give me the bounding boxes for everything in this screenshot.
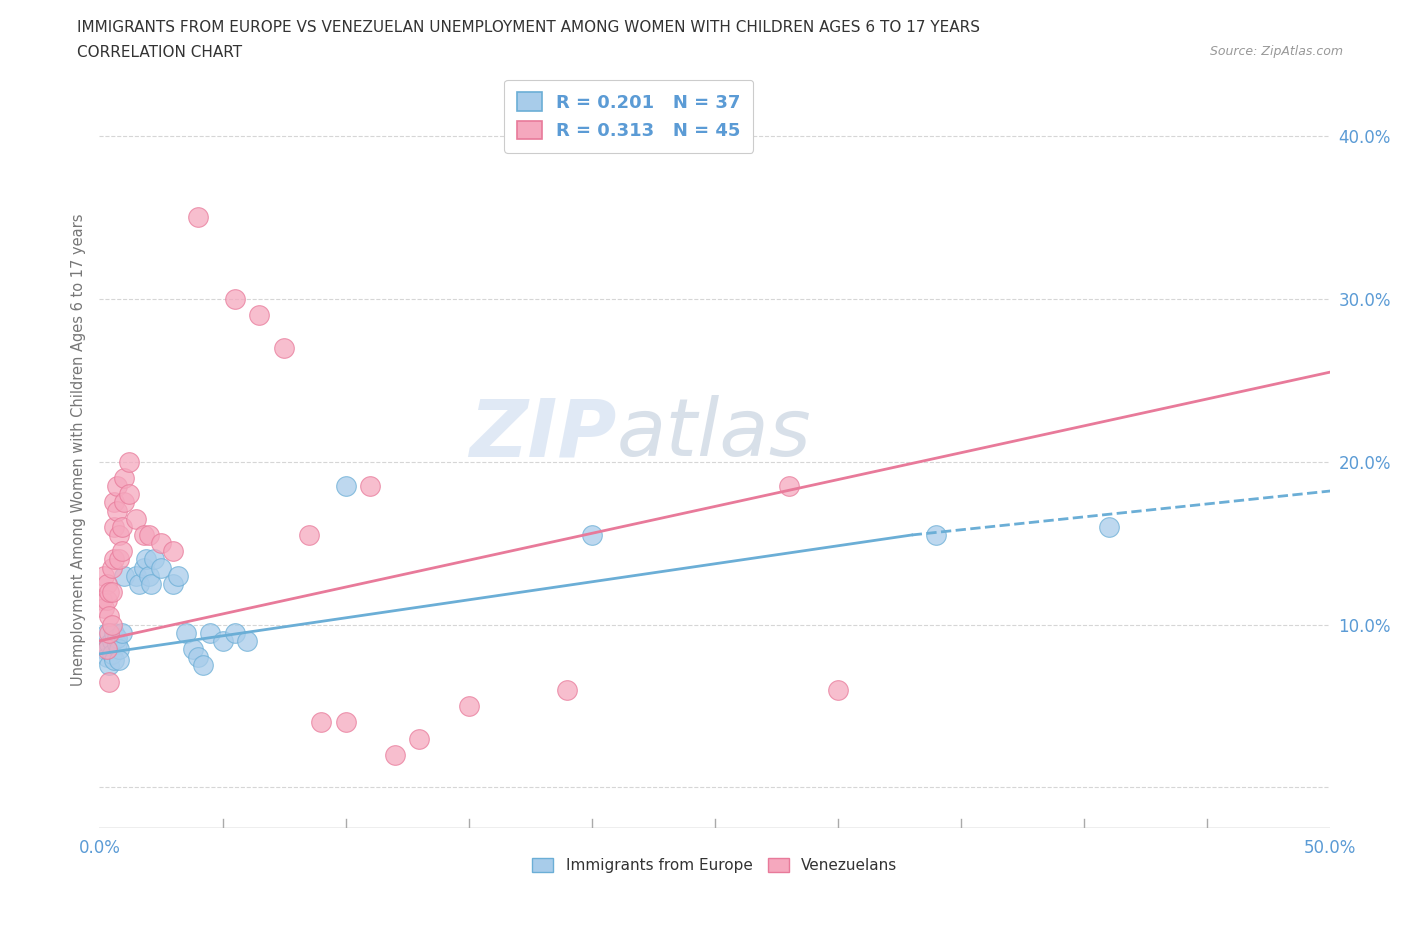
Point (925, 527, 948, 542)
Point (142, 552, 165, 567)
Point (162, 544, 184, 559)
Point (100, 560, 122, 575)
Point (224, 625, 246, 640)
Point (138, 568, 160, 583)
Point (110, 519, 132, 534)
Point (105, 479, 128, 494)
Point (181, 642, 204, 657)
Point (103, 653, 125, 668)
Point (108, 653, 131, 668)
Point (98, 637, 121, 652)
Point (211, 633, 233, 648)
Point (103, 495, 125, 510)
Point (96, 577, 118, 591)
Point (135, 552, 157, 567)
Point (162, 577, 184, 591)
Point (108, 527, 131, 542)
Point (132, 560, 155, 575)
Point (96, 625, 118, 640)
Point (110, 625, 132, 640)
Point (100, 646, 122, 661)
Y-axis label: Unemployment Among Women with Children Ages 6 to 17 years: Unemployment Among Women with Children A… (72, 213, 86, 685)
Point (112, 495, 135, 510)
Point (96, 650, 118, 665)
Point (149, 536, 172, 551)
Legend: Immigrants from Europe, Venezuelans: Immigrants from Europe, Venezuelans (524, 851, 905, 881)
Point (335, 479, 357, 494)
Point (335, 715, 357, 730)
Point (249, 308, 271, 323)
Point (118, 454, 141, 469)
Point (457, 698, 479, 713)
Point (98, 609, 121, 624)
Text: ZIP: ZIP (470, 395, 616, 473)
Point (1098, 519, 1121, 534)
Point (273, 340, 295, 355)
Point (100, 585, 122, 600)
Point (98, 674, 121, 689)
Point (98, 585, 121, 600)
Point (103, 519, 125, 534)
Point (125, 568, 148, 583)
Point (359, 479, 381, 494)
Point (125, 512, 148, 526)
Point (112, 568, 135, 583)
Point (103, 625, 125, 640)
Point (105, 631, 128, 645)
Point (167, 568, 190, 583)
Point (96, 642, 118, 657)
Text: atlas: atlas (616, 395, 811, 473)
Point (105, 637, 128, 652)
Point (298, 527, 321, 542)
Text: CORRELATION CHART: CORRELATION CHART (77, 45, 242, 60)
Point (118, 486, 141, 501)
Point (139, 577, 162, 591)
Point (100, 633, 122, 648)
Text: Source: ZipAtlas.com: Source: ZipAtlas.com (1209, 45, 1343, 58)
Point (200, 625, 222, 640)
Point (90, 592, 112, 607)
Point (112, 471, 135, 485)
Point (98, 625, 121, 640)
Point (108, 642, 131, 657)
Point (110, 544, 132, 559)
Point (236, 633, 259, 648)
Point (149, 560, 172, 575)
Point (93, 601, 115, 616)
Point (100, 618, 122, 632)
Point (581, 527, 603, 542)
Point (187, 650, 209, 665)
Point (96, 592, 118, 607)
Point (224, 291, 246, 306)
Text: IMMIGRANTS FROM EUROPE VS VENEZUELAN UNEMPLOYMENT AMONG WOMEN WITH CHILDREN AGES: IMMIGRANTS FROM EUROPE VS VENEZUELAN UNE… (77, 20, 980, 35)
Point (174, 625, 197, 640)
Point (98, 658, 121, 672)
Point (132, 527, 155, 542)
Point (93, 568, 115, 583)
Point (384, 748, 406, 763)
Point (108, 552, 131, 567)
Point (191, 658, 214, 672)
Point (105, 503, 128, 518)
Point (187, 210, 209, 225)
Point (555, 683, 578, 698)
Point (827, 683, 849, 698)
Point (128, 577, 150, 591)
Point (93, 642, 115, 657)
Point (778, 479, 800, 494)
Point (138, 527, 160, 542)
Point (408, 731, 430, 746)
Point (103, 552, 125, 567)
Point (309, 715, 332, 730)
